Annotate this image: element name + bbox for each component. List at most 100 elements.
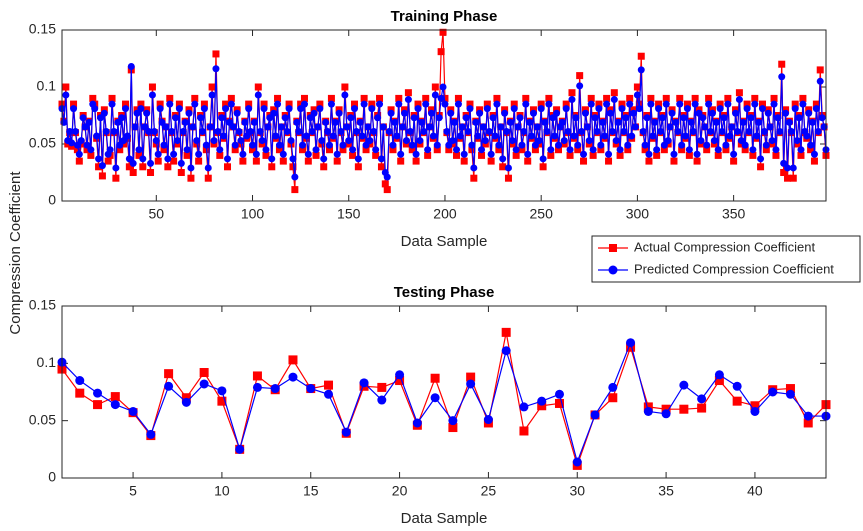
data-point: [680, 114, 688, 122]
data-point: [299, 141, 307, 149]
data-point: [243, 132, 251, 140]
data-point: [599, 118, 607, 126]
data-point: [245, 100, 253, 108]
data-point: [574, 141, 582, 149]
data-point: [360, 100, 368, 108]
legend-marker: [608, 265, 618, 275]
data-point: [385, 127, 393, 135]
data-point: [424, 151, 432, 159]
data-point: [389, 141, 397, 149]
data-point: [755, 118, 763, 126]
data-point: [612, 137, 620, 145]
data-point: [666, 123, 674, 131]
data-point: [626, 342, 636, 352]
data-point: [453, 146, 461, 154]
data-point: [785, 118, 793, 126]
data-point: [148, 83, 156, 91]
data-point: [247, 127, 255, 135]
data-point: [597, 146, 605, 154]
data-point: [605, 150, 613, 158]
data-point: [379, 123, 387, 131]
data-point: [730, 150, 738, 158]
data-point: [707, 127, 715, 135]
data-point: [193, 137, 201, 145]
data-point: [127, 62, 135, 70]
data-point: [366, 137, 374, 145]
data-point: [152, 137, 160, 145]
data-point: [805, 109, 813, 117]
data-point: [705, 94, 713, 102]
y-tick-label: 0.05: [29, 135, 56, 151]
data-point: [345, 137, 353, 145]
data-point: [274, 94, 282, 102]
data-point: [695, 109, 703, 117]
data-point: [645, 157, 653, 165]
data-point: [616, 151, 624, 159]
data-point: [637, 66, 645, 74]
chart-title: Testing Phase: [394, 284, 495, 301]
data-point: [456, 132, 464, 140]
data-point: [170, 157, 178, 165]
data-point: [316, 105, 324, 113]
data-point: [576, 72, 584, 80]
data-point: [466, 100, 474, 108]
data-point: [320, 155, 328, 163]
data-point: [281, 114, 289, 122]
data-point: [156, 105, 164, 113]
data-point: [227, 94, 235, 102]
data-point: [628, 132, 636, 140]
data-point: [264, 123, 272, 131]
data-point: [327, 94, 335, 102]
data-point: [424, 146, 432, 154]
data-point: [347, 114, 355, 122]
data-point: [664, 137, 672, 145]
data-point: [679, 404, 689, 414]
data-point: [793, 137, 801, 145]
data-point: [395, 376, 405, 386]
data-point: [554, 389, 564, 399]
data-point: [93, 132, 101, 140]
data-point: [799, 100, 807, 108]
data-point: [758, 105, 766, 113]
data-point: [252, 382, 262, 392]
data-point: [283, 127, 291, 135]
data-point: [643, 406, 653, 416]
data-point: [720, 114, 728, 122]
data-point: [531, 146, 539, 154]
data-point: [422, 100, 430, 108]
data-point: [162, 123, 170, 131]
y-tick-label: 0: [48, 192, 56, 208]
data-point: [316, 100, 324, 108]
data-point: [329, 132, 337, 140]
data-point: [539, 155, 547, 163]
data-point: [331, 118, 339, 126]
data-point: [451, 118, 459, 126]
data-point: [268, 163, 276, 171]
data-point: [430, 373, 440, 383]
data-point: [98, 172, 106, 180]
data-point: [95, 155, 103, 163]
data-point: [605, 157, 613, 165]
data-point: [670, 150, 678, 158]
axes-frame: [61, 29, 827, 202]
data-point: [445, 146, 453, 154]
data-point: [79, 114, 87, 122]
data-point: [175, 105, 183, 113]
data-point: [422, 94, 430, 102]
data-point: [225, 118, 233, 126]
data-point: [760, 127, 768, 135]
data-point: [691, 94, 699, 102]
data-point: [590, 410, 600, 420]
data-point: [679, 380, 689, 390]
data-point: [661, 409, 671, 419]
data-point: [318, 137, 326, 145]
data-point: [231, 141, 239, 149]
data-point: [220, 132, 228, 140]
data-point: [145, 127, 153, 135]
data-point: [177, 169, 185, 176]
data-point: [191, 100, 199, 108]
data-point: [95, 163, 103, 171]
data-point: [750, 406, 760, 416]
data-point: [526, 118, 534, 126]
data-point: [545, 94, 553, 102]
